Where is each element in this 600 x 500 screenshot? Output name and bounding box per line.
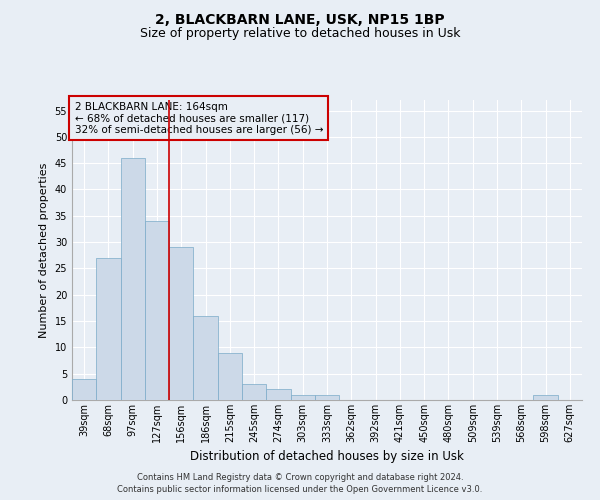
Bar xyxy=(96,258,121,400)
Bar xyxy=(72,379,96,400)
Text: Contains HM Land Registry data © Crown copyright and database right 2024.: Contains HM Land Registry data © Crown c… xyxy=(137,472,463,482)
Text: Contains public sector information licensed under the Open Government Licence v3: Contains public sector information licen… xyxy=(118,485,482,494)
Bar xyxy=(290,394,315,400)
Bar xyxy=(121,158,145,400)
Bar xyxy=(315,394,339,400)
Bar xyxy=(145,221,169,400)
Bar xyxy=(193,316,218,400)
Text: 2, BLACKBARN LANE, USK, NP15 1BP: 2, BLACKBARN LANE, USK, NP15 1BP xyxy=(155,12,445,26)
Bar xyxy=(169,248,193,400)
Bar xyxy=(242,384,266,400)
Text: Size of property relative to detached houses in Usk: Size of property relative to detached ho… xyxy=(140,28,460,40)
Bar xyxy=(533,394,558,400)
X-axis label: Distribution of detached houses by size in Usk: Distribution of detached houses by size … xyxy=(190,450,464,464)
Bar xyxy=(218,352,242,400)
Text: 2 BLACKBARN LANE: 164sqm
← 68% of detached houses are smaller (117)
32% of semi-: 2 BLACKBARN LANE: 164sqm ← 68% of detach… xyxy=(74,102,323,134)
Bar xyxy=(266,390,290,400)
Y-axis label: Number of detached properties: Number of detached properties xyxy=(39,162,49,338)
